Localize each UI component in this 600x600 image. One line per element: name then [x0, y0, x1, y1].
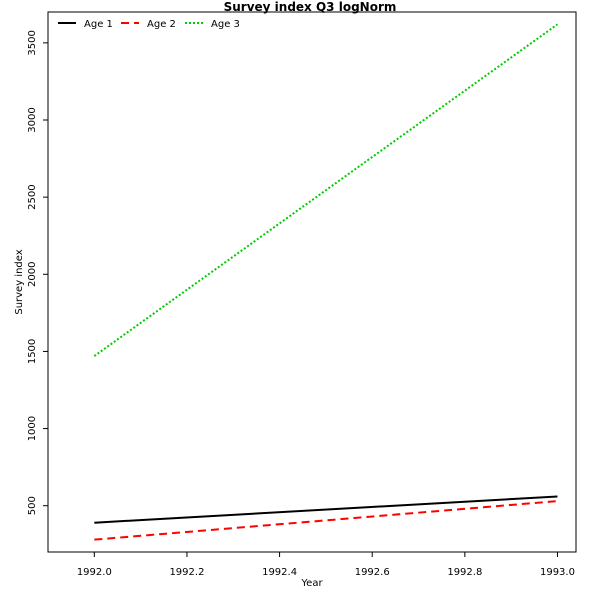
- x-tick-label: 1992.0: [77, 567, 112, 578]
- x-axis-title: Year: [300, 578, 323, 589]
- plot-frame: [47, 11, 577, 553]
- x-tick-label: 1993.0: [540, 567, 575, 578]
- y-tick-label: 1000: [27, 416, 38, 441]
- x-tick-label: 1992.8: [447, 567, 482, 578]
- legend-label: Age 2: [147, 19, 176, 30]
- series-line-age-1: [94, 495, 558, 524]
- y-axis: 500 1000 1500 2000 2500 3000 3500: [27, 30, 48, 515]
- x-axis: 1992.0 1992.2 1992.4 1992.6 1992.8 1993.0: [77, 552, 575, 578]
- legend: Age 1 Age 2 Age 3: [58, 19, 240, 30]
- y-tick-label: 2500: [27, 184, 38, 209]
- x-tick-label: 1992.6: [355, 567, 390, 578]
- x-tick-label: 1992.4: [262, 567, 297, 578]
- legend-label: Age 3: [211, 19, 240, 30]
- y-axis-title: Survey index: [14, 249, 25, 314]
- y-tick-label: 3000: [27, 107, 38, 132]
- x-tick-label: 1992.2: [169, 567, 204, 578]
- y-tick-label: 500: [27, 496, 38, 515]
- series-line-age-2: [94, 500, 558, 541]
- y-tick-label: 1500: [27, 339, 38, 364]
- chart-title: Survey index Q3 logNorm: [224, 0, 397, 14]
- legend-label: Age 1: [84, 19, 113, 30]
- y-tick-label: 3500: [27, 30, 38, 55]
- series-line-age-3: [93, 23, 559, 357]
- series-layer: [93, 23, 559, 541]
- y-tick-label: 2000: [27, 262, 38, 287]
